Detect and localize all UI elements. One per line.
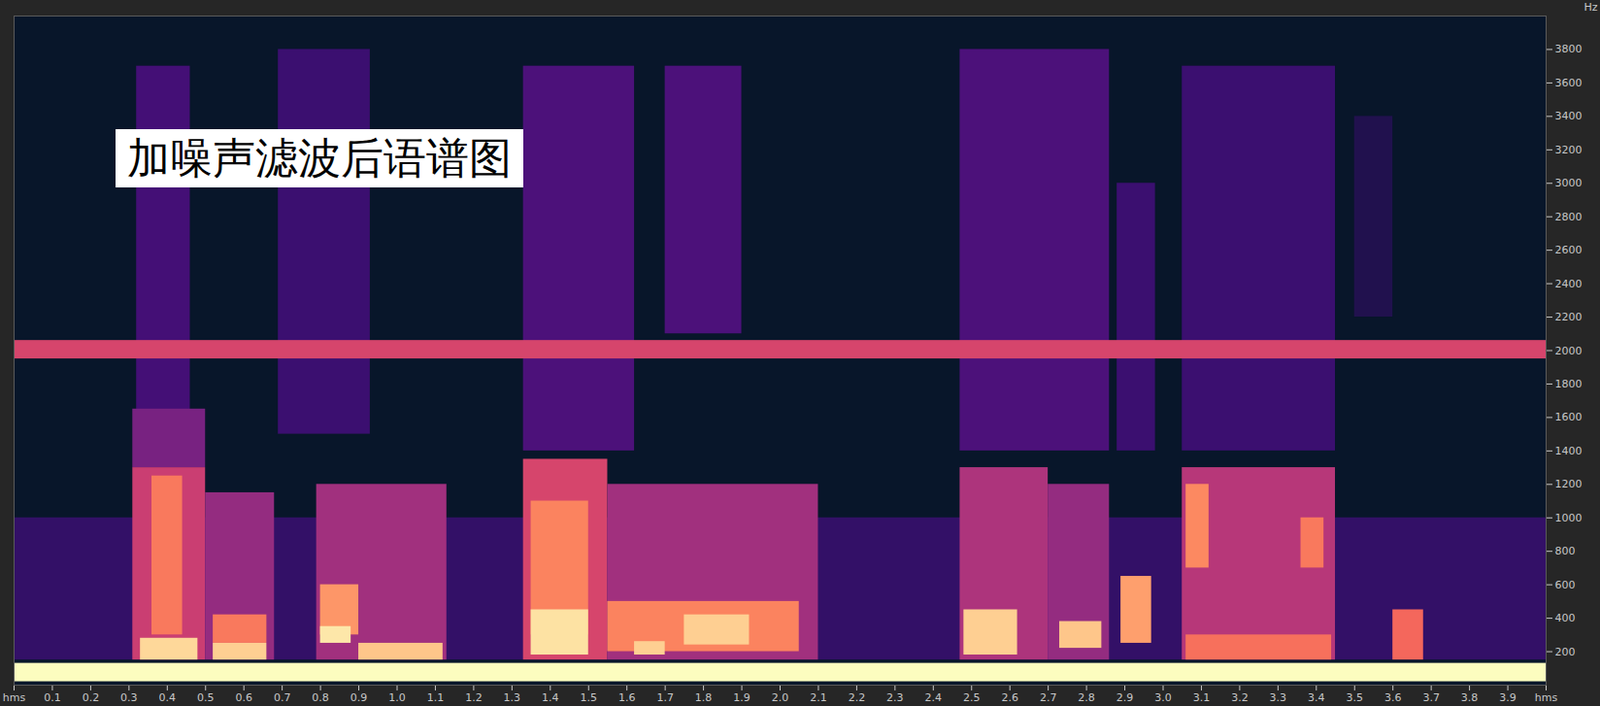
svg-text:3.4: 3.4 [1307, 691, 1326, 704]
svg-text:1.9: 1.9 [733, 691, 751, 704]
svg-text:2.5: 2.5 [963, 691, 981, 704]
html-text:加噪声滤波后语谱图: 加噪声滤波后语谱图 [127, 133, 512, 183]
svg-text:3.3: 3.3 [1269, 691, 1288, 704]
svg-text:3.9: 3.9 [1499, 691, 1517, 704]
svg-text:3400: 3400 [1555, 109, 1583, 123]
svg-text:1.5: 1.5 [580, 691, 599, 704]
svg-text:1400: 1400 [1555, 444, 1583, 458]
svg-text:2.3: 2.3 [886, 691, 904, 704]
svg-text:3.2: 3.2 [1231, 691, 1249, 704]
svg-text:3.5: 3.5 [1346, 691, 1365, 704]
svg-text:1.8: 1.8 [695, 691, 713, 704]
svg-text:Hz: Hz [1583, 0, 1598, 14]
svg-text:0.4: 0.4 [159, 691, 177, 704]
svg-text:2.1: 2.1 [809, 691, 828, 704]
svg-text:2.4: 2.4 [925, 691, 943, 704]
svg-text:1.3: 1.3 [503, 691, 522, 704]
svg-text:1.6: 1.6 [618, 691, 636, 704]
svg-text:0.2: 0.2 [82, 691, 100, 704]
svg-text:0.3: 0.3 [120, 691, 138, 704]
svg-text:3.6: 3.6 [1384, 691, 1402, 704]
svg-text:0.1: 0.1 [43, 691, 62, 704]
svg-text:600: 600 [1555, 578, 1576, 592]
svg-text:2.6: 2.6 [1000, 691, 1019, 704]
svg-text:3200: 3200 [1555, 143, 1583, 157]
svg-text:2.8: 2.8 [1077, 691, 1096, 704]
svg-text:1800: 1800 [1555, 377, 1583, 391]
svg-text:hms: hms [1534, 691, 1559, 704]
svg-text:2400: 2400 [1555, 277, 1583, 291]
svg-text:2000: 2000 [1555, 344, 1583, 358]
svg-text:1.7: 1.7 [656, 691, 674, 704]
svg-text:2200: 2200 [1555, 310, 1583, 324]
svg-text:0.7: 0.7 [273, 691, 292, 704]
svg-text:1.4: 1.4 [541, 691, 560, 704]
svg-text:1.2: 1.2 [465, 691, 483, 704]
svg-text:1000: 1000 [1555, 511, 1583, 525]
svg-text:0.9: 0.9 [350, 691, 368, 704]
svg-text:2.7: 2.7 [1039, 691, 1058, 704]
svg-text:200: 200 [1555, 645, 1576, 659]
svg-text:3600: 3600 [1555, 76, 1583, 90]
svg-text:3800: 3800 [1555, 42, 1583, 56]
svg-text:2.9: 2.9 [1116, 691, 1134, 704]
svg-text:3.1: 3.1 [1193, 691, 1211, 704]
svg-text:0.6: 0.6 [234, 691, 253, 704]
svg-text:2.2: 2.2 [848, 691, 867, 704]
svg-text:hms: hms [2, 691, 27, 704]
svg-text:1200: 1200 [1555, 477, 1583, 491]
svg-text:0.8: 0.8 [311, 691, 330, 704]
svg-text:3.7: 3.7 [1422, 691, 1440, 704]
svg-text:800: 800 [1555, 544, 1576, 558]
svg-text:3.8: 3.8 [1461, 691, 1479, 704]
svg-text:3.0: 3.0 [1154, 691, 1172, 704]
svg-text:2.0: 2.0 [771, 691, 790, 704]
svg-text:2800: 2800 [1555, 210, 1583, 224]
svg-text:1600: 1600 [1555, 410, 1583, 424]
svg-text:3000: 3000 [1555, 176, 1583, 190]
svg-text:2600: 2600 [1555, 243, 1583, 257]
svg-text:1.1: 1.1 [427, 691, 445, 704]
svg-text:400: 400 [1555, 611, 1576, 625]
svg-text:0.5: 0.5 [197, 691, 215, 704]
svg-text:1.0: 1.0 [388, 691, 406, 704]
